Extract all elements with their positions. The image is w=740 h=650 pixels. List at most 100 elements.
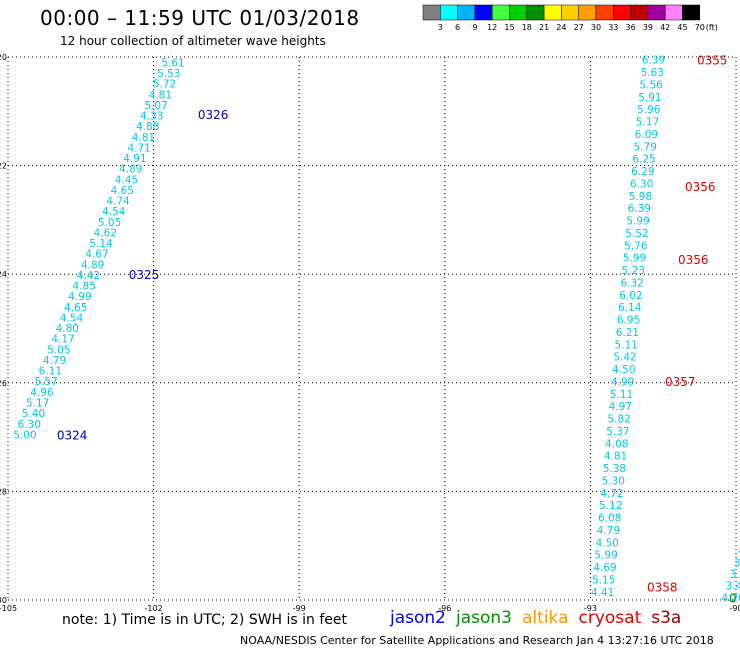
color-scale-swatch bbox=[457, 4, 476, 21]
color-scale-label: 6 bbox=[455, 23, 460, 32]
latitude-label: -20 bbox=[0, 53, 7, 62]
legend-cryosat: cryosat bbox=[578, 608, 642, 628]
track-value: 3.59 bbox=[734, 557, 740, 569]
track-value: 4.72 bbox=[600, 488, 623, 500]
track-value: 5.12 bbox=[599, 500, 622, 512]
latitude-label: -26 bbox=[0, 379, 7, 388]
color-scale-label: 36 bbox=[626, 23, 636, 32]
track-value: 5.23 bbox=[622, 265, 645, 277]
track-value: 5.52 bbox=[625, 228, 648, 240]
track-value: 4.33 bbox=[140, 111, 163, 123]
latitude-label: -28 bbox=[0, 487, 7, 496]
latitude-label: -30 bbox=[0, 596, 7, 605]
latitude-label: -22 bbox=[0, 162, 7, 171]
color-scale-label: 12 bbox=[487, 23, 497, 32]
track-value: 4.62 bbox=[94, 227, 117, 239]
color-scale-swatch bbox=[543, 4, 562, 21]
track-value: 5.42 bbox=[613, 352, 636, 364]
track-value: 4.42 bbox=[77, 270, 100, 282]
track-value: 5.14 bbox=[89, 238, 113, 250]
color-scale-swatch bbox=[664, 4, 683, 21]
page-subtitle: 12 hour collection of altimeter wave hei… bbox=[60, 34, 326, 48]
track-value: 4.65 bbox=[64, 302, 87, 314]
footer-note: note: 1) Time is in UTC; 2) SWH is in fe… bbox=[62, 612, 348, 628]
color-scale-swatch bbox=[440, 4, 458, 21]
track-value: 4.99 bbox=[611, 376, 634, 388]
page-title: 00:00 – 11:59 UTC 01/03/2018 bbox=[40, 6, 360, 30]
track-value: 5.05 bbox=[98, 217, 121, 229]
color-scale-swatch bbox=[647, 4, 666, 21]
track-value: 5.96 bbox=[637, 104, 661, 116]
track-value: 5.99 bbox=[594, 550, 617, 562]
longitude-label: -90 bbox=[729, 604, 740, 613]
track-value: 4.74 bbox=[106, 196, 130, 208]
track-value: 6.29 bbox=[631, 166, 654, 178]
track-time-label: 0357 bbox=[665, 375, 696, 389]
color-scale-label: 15 bbox=[504, 23, 514, 32]
color-scale-label: 30 bbox=[591, 23, 601, 32]
color-scale-label: 21 bbox=[539, 23, 549, 32]
legend-s3a: s3a bbox=[651, 608, 682, 628]
color-scale-swatch bbox=[491, 4, 510, 21]
color-scale-unit: (ft) bbox=[706, 23, 718, 32]
track-value: 3.75 bbox=[730, 569, 740, 581]
track-value: 5.17 bbox=[636, 117, 659, 129]
track-value: 5.61 bbox=[161, 57, 184, 69]
track-value: 5.63 bbox=[641, 67, 664, 79]
track-value: 5.17 bbox=[26, 398, 49, 410]
track-value: 5.91 bbox=[638, 92, 661, 104]
color-scale-swatch bbox=[422, 4, 441, 21]
track-value: 4.33 bbox=[738, 546, 740, 558]
track-value: 4.97 bbox=[609, 401, 632, 413]
legend-altika: altika bbox=[522, 608, 569, 628]
track-value: 4.54 bbox=[60, 312, 84, 324]
track-value: 6.02 bbox=[619, 290, 642, 302]
track-value: 5.79 bbox=[634, 141, 657, 153]
legend-jason3: jason3 bbox=[456, 608, 512, 628]
track-value: 4.17 bbox=[51, 334, 74, 346]
color-scale-label: 27 bbox=[574, 23, 584, 32]
track-value: 6.21 bbox=[616, 327, 639, 339]
track-value: 4.20 bbox=[721, 592, 740, 604]
track-value: 5.72 bbox=[153, 79, 176, 91]
track-value: 4.89 bbox=[81, 259, 104, 271]
color-scale-label: 18 bbox=[522, 23, 532, 32]
track-value: 6.30 bbox=[18, 419, 41, 431]
longitude-label: -105 bbox=[0, 604, 17, 613]
track-value: 4.99 bbox=[68, 291, 91, 303]
track-value: 4.79 bbox=[597, 525, 620, 537]
track-value: 5.98 bbox=[629, 191, 652, 203]
track-value: 5.99 bbox=[626, 216, 649, 228]
track-value: 4.81 bbox=[132, 132, 155, 144]
color-scale-label: 33 bbox=[608, 23, 618, 32]
satellite-legend: jason2 jason3 altika cryosat s3a bbox=[390, 608, 691, 628]
color-scale-swatch bbox=[630, 4, 649, 21]
color-scale-label: 9 bbox=[472, 23, 477, 32]
color-scale-label: 39 bbox=[643, 23, 653, 32]
track-value: 5.99 bbox=[623, 253, 646, 265]
track-value: 5.11 bbox=[610, 389, 633, 401]
track-value: 5.30 bbox=[602, 475, 625, 487]
track-value: 3.43 bbox=[726, 581, 740, 593]
track-value: 6.39 bbox=[642, 55, 665, 67]
track-value: 6.39 bbox=[628, 203, 651, 215]
track-value: 4.85 bbox=[73, 281, 96, 293]
track-value: 5.76 bbox=[624, 240, 648, 252]
track-value: 5.57 bbox=[34, 376, 57, 388]
longitude-label: -102 bbox=[145, 604, 163, 613]
color-scale-swatch bbox=[509, 4, 528, 21]
track-value: 5.00 bbox=[13, 429, 36, 441]
track-value: 5.15 bbox=[592, 574, 615, 586]
track-value: 4.08 bbox=[605, 438, 628, 450]
track-time-label: 0355 bbox=[697, 54, 728, 68]
track-time-label: 0325 bbox=[129, 268, 160, 282]
track-value: 4.81 bbox=[604, 451, 627, 463]
track-time-label: 0 bbox=[729, 591, 737, 605]
longitude-label: -96 bbox=[438, 604, 451, 613]
track-value: 4.88 bbox=[136, 121, 159, 133]
track-value: 4.50 bbox=[612, 364, 635, 376]
track-value: 4.91 bbox=[123, 153, 146, 165]
longitude-label: -99 bbox=[293, 604, 306, 613]
